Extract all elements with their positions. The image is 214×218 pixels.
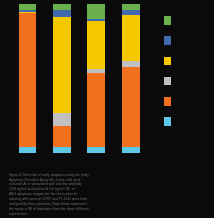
Bar: [88, 4, 105, 19]
Bar: [19, 13, 36, 147]
Bar: [53, 10, 71, 17]
Bar: [53, 17, 71, 113]
Bar: [19, 147, 36, 153]
Bar: [122, 15, 140, 61]
Bar: [88, 147, 105, 153]
Bar: [88, 21, 105, 69]
Bar: [53, 126, 71, 147]
Text: Figure 4. Detection of early apoptosis using the Early
Apoptosis Detection Assay: Figure 4. Detection of early apoptosis u…: [9, 173, 88, 216]
Bar: [122, 4, 140, 10]
Bar: [53, 147, 71, 153]
Bar: [19, 10, 36, 12]
Bar: [122, 10, 140, 15]
Bar: [88, 73, 105, 147]
Bar: [19, 12, 36, 13]
Bar: [19, 4, 36, 10]
Bar: [53, 4, 71, 10]
Legend: , , , , , : , , , , ,: [164, 14, 173, 129]
Bar: [53, 113, 71, 126]
Bar: [88, 69, 105, 73]
Bar: [122, 147, 140, 153]
Bar: [122, 61, 140, 67]
Bar: [122, 67, 140, 147]
Bar: [88, 19, 105, 21]
